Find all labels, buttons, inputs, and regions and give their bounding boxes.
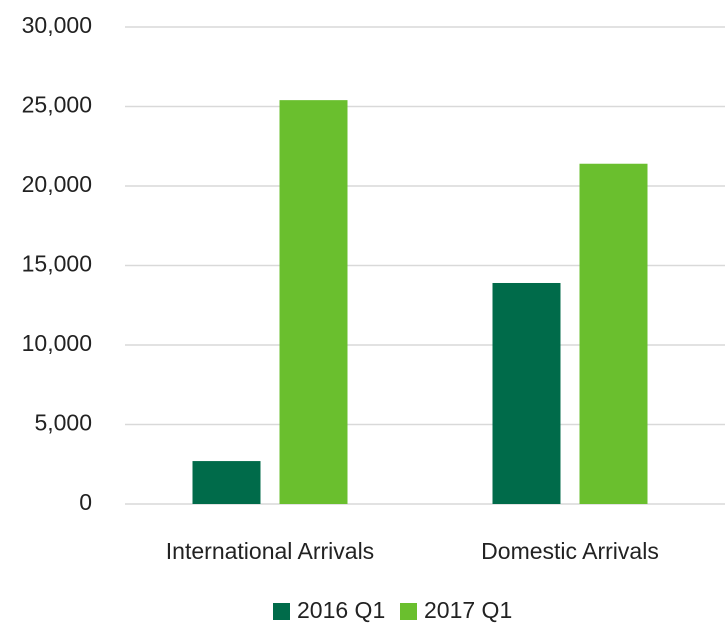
y-tick-label: 15,000 bbox=[22, 251, 92, 277]
bar bbox=[579, 163, 648, 505]
legend-swatch bbox=[400, 603, 417, 620]
x-tick-label: Domestic Arrivals bbox=[481, 538, 659, 564]
bar bbox=[192, 461, 261, 504]
bar bbox=[279, 100, 348, 504]
legend-label: 2017 Q1 bbox=[424, 597, 512, 623]
legend-swatch bbox=[273, 603, 290, 620]
x-tick-label: International Arrivals bbox=[166, 538, 374, 564]
bar bbox=[492, 282, 561, 504]
legend-label: 2016 Q1 bbox=[297, 597, 385, 623]
y-tick-label: 25,000 bbox=[22, 92, 92, 118]
y-tick-label: 0 bbox=[79, 489, 92, 515]
y-tick-label: 30,000 bbox=[22, 12, 92, 38]
y-tick-label: 5,000 bbox=[34, 410, 92, 436]
y-tick-label: 20,000 bbox=[22, 171, 92, 197]
y-tick-label: 10,000 bbox=[22, 330, 92, 356]
